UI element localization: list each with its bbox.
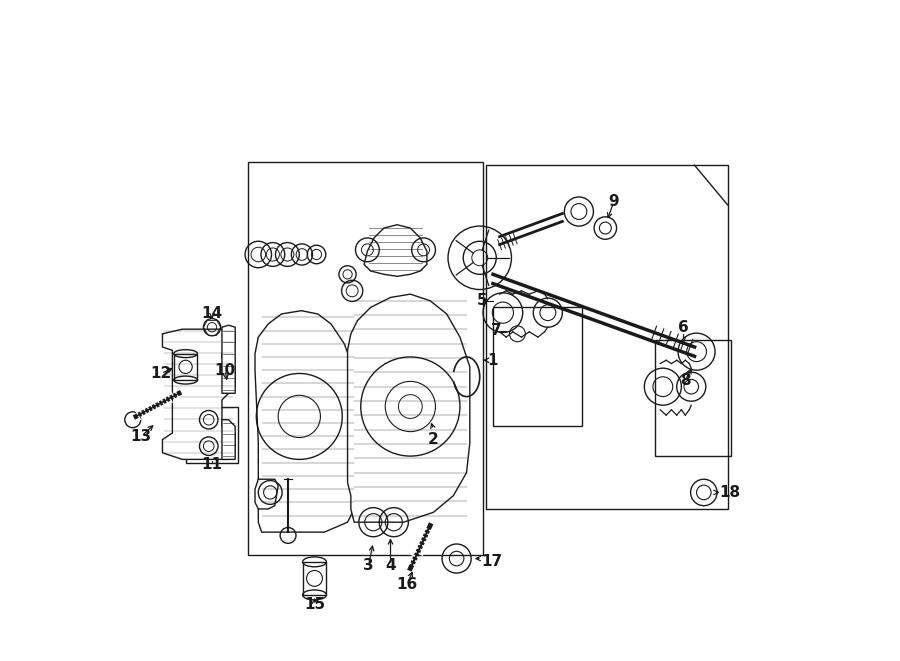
Text: 8: 8 (680, 373, 690, 387)
Text: 12: 12 (150, 366, 172, 381)
Polygon shape (364, 225, 427, 276)
Polygon shape (255, 311, 361, 532)
Polygon shape (222, 420, 235, 459)
Text: 13: 13 (130, 429, 152, 444)
Text: 9: 9 (608, 194, 619, 209)
Text: 2: 2 (428, 432, 439, 447)
Text: 6: 6 (678, 320, 688, 334)
Text: 16: 16 (396, 578, 418, 592)
Text: 15: 15 (304, 598, 325, 612)
Text: 11: 11 (202, 457, 222, 472)
Bar (493, 307, 582, 426)
Text: 18: 18 (720, 485, 741, 500)
Bar (248, 162, 483, 555)
Text: 14: 14 (202, 307, 222, 321)
Polygon shape (347, 294, 470, 522)
Text: 3: 3 (364, 558, 374, 572)
Polygon shape (255, 479, 278, 509)
Polygon shape (222, 325, 235, 393)
Bar (486, 165, 727, 509)
Text: 4: 4 (385, 558, 396, 572)
Bar (185, 407, 238, 463)
Bar (174, 354, 197, 380)
Text: 1: 1 (488, 353, 499, 368)
Bar (655, 340, 731, 456)
Text: 17: 17 (482, 555, 503, 569)
Text: 5: 5 (477, 293, 488, 308)
Text: 7: 7 (491, 323, 501, 338)
Bar (302, 562, 327, 595)
Text: 10: 10 (215, 363, 236, 377)
Polygon shape (163, 329, 235, 459)
